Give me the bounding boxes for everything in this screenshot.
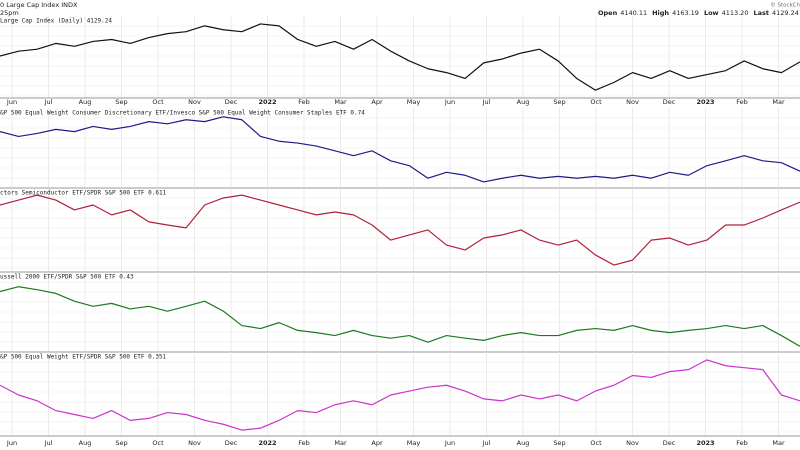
price-line	[0, 194, 800, 266]
price-line	[0, 116, 800, 183]
x-tick-label: Apr	[371, 439, 383, 447]
panel-title: Large Cap Index (Daily) 4129.24	[0, 18, 112, 25]
x-tick-label: Oct	[590, 98, 602, 106]
x-tick-label: Mar	[772, 98, 785, 106]
quote-value: 4129.24	[772, 9, 799, 17]
x-tick-label: Oct	[152, 98, 164, 106]
panel-title: &P 500 Equal Weight ETF/SPDR S&P 500 ETF…	[0, 354, 167, 361]
x-tick-label: Nov	[626, 98, 639, 106]
x-tick-label: Sep	[553, 439, 565, 447]
x-tick-label: Sep	[553, 98, 565, 106]
x-tick-label: Nov	[188, 439, 201, 447]
x-tick-label: Aug	[517, 98, 530, 106]
x-tick-label: Jul	[44, 98, 53, 106]
x-tick-label: Oct	[152, 439, 164, 447]
quote-value: 4163.19	[672, 9, 699, 17]
quote-value: 4113.20	[722, 9, 749, 17]
panel-title: ctors Semiconductor ETF/SPDR S&P 500 ETF…	[0, 190, 167, 197]
x-tick-label: Jul	[44, 439, 53, 447]
x-tick-label: Dec	[663, 439, 676, 447]
quote-label: Low	[704, 9, 719, 17]
symbol: 0 Large Cap Index INDX	[0, 1, 78, 9]
price-line	[0, 359, 800, 431]
x-tick-label: Jun	[6, 98, 17, 106]
time: 25pm	[0, 9, 19, 17]
x-tick-label: Feb	[736, 439, 748, 447]
x-tick-label: Mar	[334, 98, 347, 106]
x-tick-label: 2022	[258, 98, 276, 106]
x-tick-label: 2023	[696, 98, 714, 106]
x-tick-label: Mar	[334, 439, 347, 447]
x-tick-label: Aug	[79, 98, 92, 106]
price-line	[0, 286, 800, 347]
x-tick-label: Jun	[6, 439, 17, 447]
x-tick-label: Nov	[188, 98, 201, 106]
x-tick-label: May	[407, 98, 421, 106]
x-tick-label: 2023	[696, 439, 714, 447]
panel-title: &P 500 Equal Weight Consumer Discretiona…	[0, 110, 365, 117]
copyright: © StockCh	[770, 2, 800, 9]
panel-title: ussell 2000 ETF/SPDR S&P 500 ETF 0.43	[0, 274, 134, 281]
x-tick-label: Feb	[298, 98, 310, 106]
x-tick-label: Jul	[482, 439, 491, 447]
x-tick-label: Feb	[736, 98, 748, 106]
x-tick-label: Sep	[115, 439, 127, 447]
x-tick-label: Jun	[444, 98, 455, 106]
price-line	[0, 23, 800, 91]
x-tick-label: 2022	[258, 439, 276, 447]
x-tick-label: Jul	[482, 98, 491, 106]
x-tick-label: Aug	[517, 439, 530, 447]
x-tick-label: Apr	[371, 98, 383, 106]
x-tick-label: Jun	[444, 439, 455, 447]
x-tick-label: Dec	[225, 98, 238, 106]
x-tick-label: Sep	[115, 98, 127, 106]
x-tick-label: Oct	[590, 439, 602, 447]
x-tick-label: Mar	[772, 439, 785, 447]
x-tick-label: Dec	[225, 439, 238, 447]
x-tick-label: Feb	[298, 439, 310, 447]
quote-value: 4140.11	[620, 9, 647, 17]
x-tick-label: Nov	[626, 439, 639, 447]
x-tick-label: Aug	[79, 439, 92, 447]
quote-label: High	[652, 9, 669, 17]
quote-label: Open	[598, 9, 618, 17]
x-tick-label: May	[407, 439, 421, 447]
quote-label: Last	[753, 9, 769, 17]
x-tick-label: Dec	[663, 98, 676, 106]
